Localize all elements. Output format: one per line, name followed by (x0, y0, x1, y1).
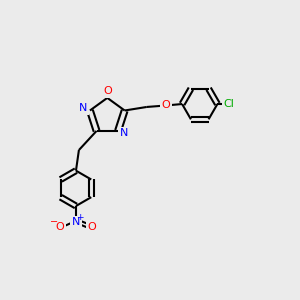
Text: N: N (120, 128, 129, 138)
Text: Cl: Cl (223, 99, 234, 109)
Text: O: O (161, 100, 170, 110)
Text: O: O (88, 223, 97, 232)
Text: +: + (76, 213, 84, 222)
Text: O: O (56, 223, 64, 232)
Text: N: N (72, 217, 80, 227)
Text: −: − (50, 217, 59, 227)
Text: N: N (79, 103, 88, 113)
Text: O: O (104, 86, 112, 96)
